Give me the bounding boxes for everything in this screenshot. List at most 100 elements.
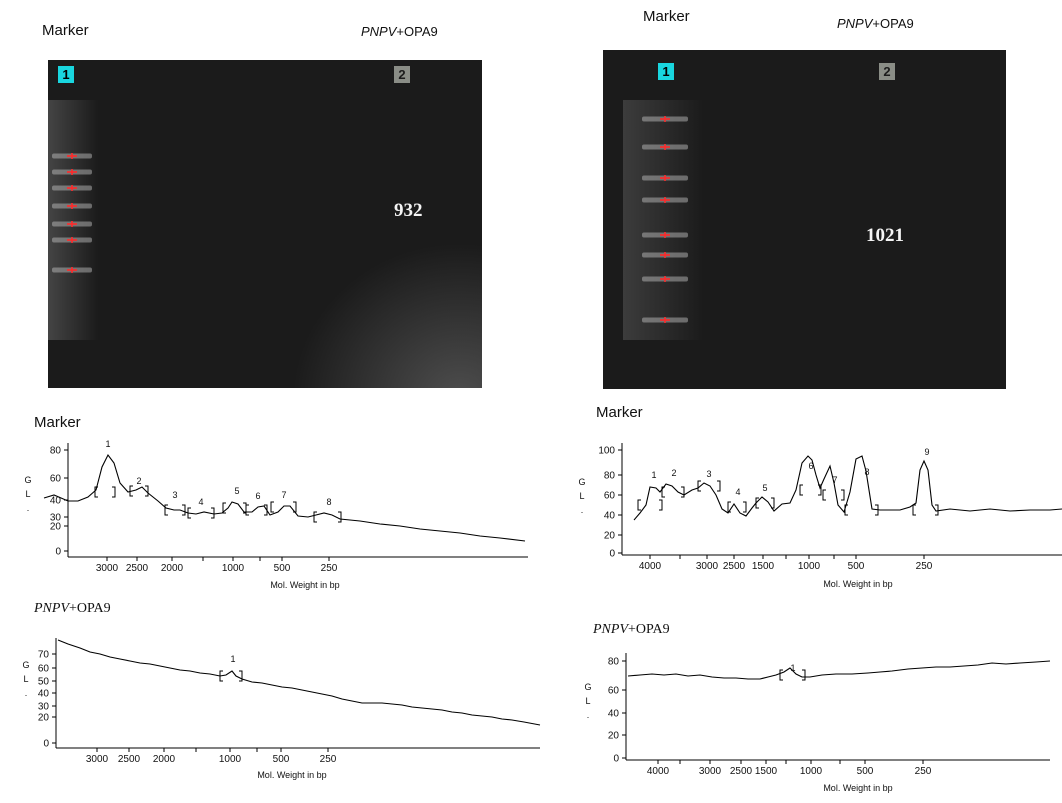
y-tick-label: 40 (50, 496, 62, 507)
peak-bracket-right (145, 485, 149, 497)
left-gel-sample-label: PNPV+OPA9 (361, 24, 438, 39)
y-tick-label: 30 (50, 513, 62, 524)
peak-bracket-left (697, 480, 701, 492)
x-tick-label: 1000 (800, 766, 823, 777)
peak-bracket-right (841, 489, 845, 501)
x-tick-label: 3000 (96, 563, 119, 574)
peak-label: 8 (864, 467, 869, 477)
y-axis-label: G (24, 475, 31, 485)
peak-bracket-left (187, 507, 191, 519)
peak-label: 6 (808, 461, 813, 471)
peak-bracket-left (270, 501, 274, 513)
peak-label: 4 (198, 497, 203, 507)
y-axis-label: . (25, 688, 28, 698)
y-axis-label: G (22, 660, 29, 670)
peak-label: 4 (735, 487, 740, 497)
y-tick-label: 40 (38, 689, 50, 700)
y-tick-label: 100 (598, 446, 615, 457)
x-tick-label: 250 (321, 563, 338, 574)
peak-bracket-left (129, 485, 133, 497)
x-tick-label: 2000 (153, 754, 176, 765)
peak-label: 2 (136, 476, 141, 486)
y-tick-label: 40 (608, 709, 620, 720)
y-tick-label: 60 (608, 686, 620, 697)
x-tick-label: 3000 (696, 561, 719, 572)
peak-bracket-left (661, 486, 665, 498)
right-gel-sample-italic: PNPV (837, 16, 873, 31)
y-tick-label: 0 (613, 754, 619, 765)
density-trace (633, 455, 1062, 521)
x-tick-label: 1500 (752, 561, 775, 572)
peak-bracket-right (182, 504, 186, 516)
peak-label: 5 (234, 486, 239, 496)
x-tick-label: 1000 (222, 563, 245, 574)
left-sample-title-rest: +OPA9 (69, 601, 111, 616)
y-tick-label: 20 (50, 522, 62, 533)
right-gel-sample-rest: +OPA9 (872, 16, 914, 31)
peak-bracket-right (659, 499, 663, 511)
peak-bracket-left (164, 504, 168, 516)
peak-bracket-right (802, 669, 806, 681)
y-tick-label: 0 (43, 739, 49, 750)
peak-bracket-left (912, 504, 916, 516)
peak-label: 6 (255, 491, 260, 501)
y-tick-label: 20 (608, 731, 620, 742)
left-gel-sample-italic: PNPV (361, 24, 397, 39)
peak-label: 3 (706, 469, 711, 479)
x-tick-label: 2500 (126, 563, 149, 574)
y-tick-label: 60 (38, 664, 50, 675)
y-axis-label: L (25, 489, 30, 499)
peak-bracket-left (637, 499, 641, 511)
y-axis-label: L (579, 491, 584, 501)
density-trace (627, 660, 1051, 680)
y-tick-label: 80 (604, 471, 616, 482)
peak-bracket-right (743, 501, 747, 513)
x-tick-label: 1500 (755, 766, 778, 777)
right-sample-title-rest: +OPA9 (628, 622, 670, 637)
y-axis-label: . (587, 710, 590, 720)
peak-bracket-left (799, 484, 803, 496)
right-marker-plot-title: Marker (596, 404, 643, 421)
peak-label: 1 (105, 439, 110, 449)
right-gel-marker-label: Marker (643, 8, 690, 25)
left-marker-plot-title: Marker (34, 414, 81, 431)
peak-bracket-left (94, 486, 98, 498)
peak-bracket-right (293, 501, 297, 513)
left-sample-plot-title: PNPV+OPA9 (34, 601, 111, 617)
left-gel-marker-label: Marker (42, 22, 89, 39)
y-tick-label: 80 (608, 657, 620, 668)
peak-bracket-left (779, 669, 783, 681)
y-tick-label: 20 (38, 713, 50, 724)
peak-bracket-left (755, 497, 759, 509)
right-sample-title-italic: PNPV (593, 622, 628, 637)
right-gel-sample-label: PNPV+OPA9 (837, 16, 914, 31)
peak-bracket-right (112, 486, 116, 498)
y-tick-label: 60 (50, 474, 62, 485)
peak-bracket-right (771, 497, 775, 509)
peak-bracket-right (717, 480, 721, 492)
x-tick-label: 500 (848, 561, 865, 572)
x-tick-label: 250 (916, 561, 933, 572)
peak-bracket-left (245, 504, 249, 516)
peak-label: 7 (832, 475, 837, 485)
y-axis-label: L (23, 674, 28, 684)
x-tick-label: 2000 (161, 563, 184, 574)
x-axis-label: Mol. Weight in bp (823, 579, 892, 589)
right-sample-plot: 0 20 40 60 80 GL. 4000 3000 2500 1500 1000 500 250 Mo… (584, 653, 1051, 793)
x-tick-label: 500 (273, 754, 290, 765)
x-tick-label: 2500 (118, 754, 141, 765)
y-tick-label: 20 (604, 531, 616, 542)
density-trace (57, 639, 541, 726)
x-tick-label: 1000 (219, 754, 242, 765)
peak-label: 8 (326, 497, 331, 507)
x-axis-label: Mol. Weight in bp (257, 770, 326, 780)
peak-label: 2 (671, 468, 676, 478)
peak-bracket-right (935, 504, 939, 516)
left-sample-title-italic: PNPV (34, 601, 69, 616)
y-tick-label: 30 (38, 702, 50, 713)
peak-bracket-left (222, 502, 226, 514)
right-gel-value: 1021 (866, 225, 904, 246)
peak-label: 1 (651, 470, 656, 480)
